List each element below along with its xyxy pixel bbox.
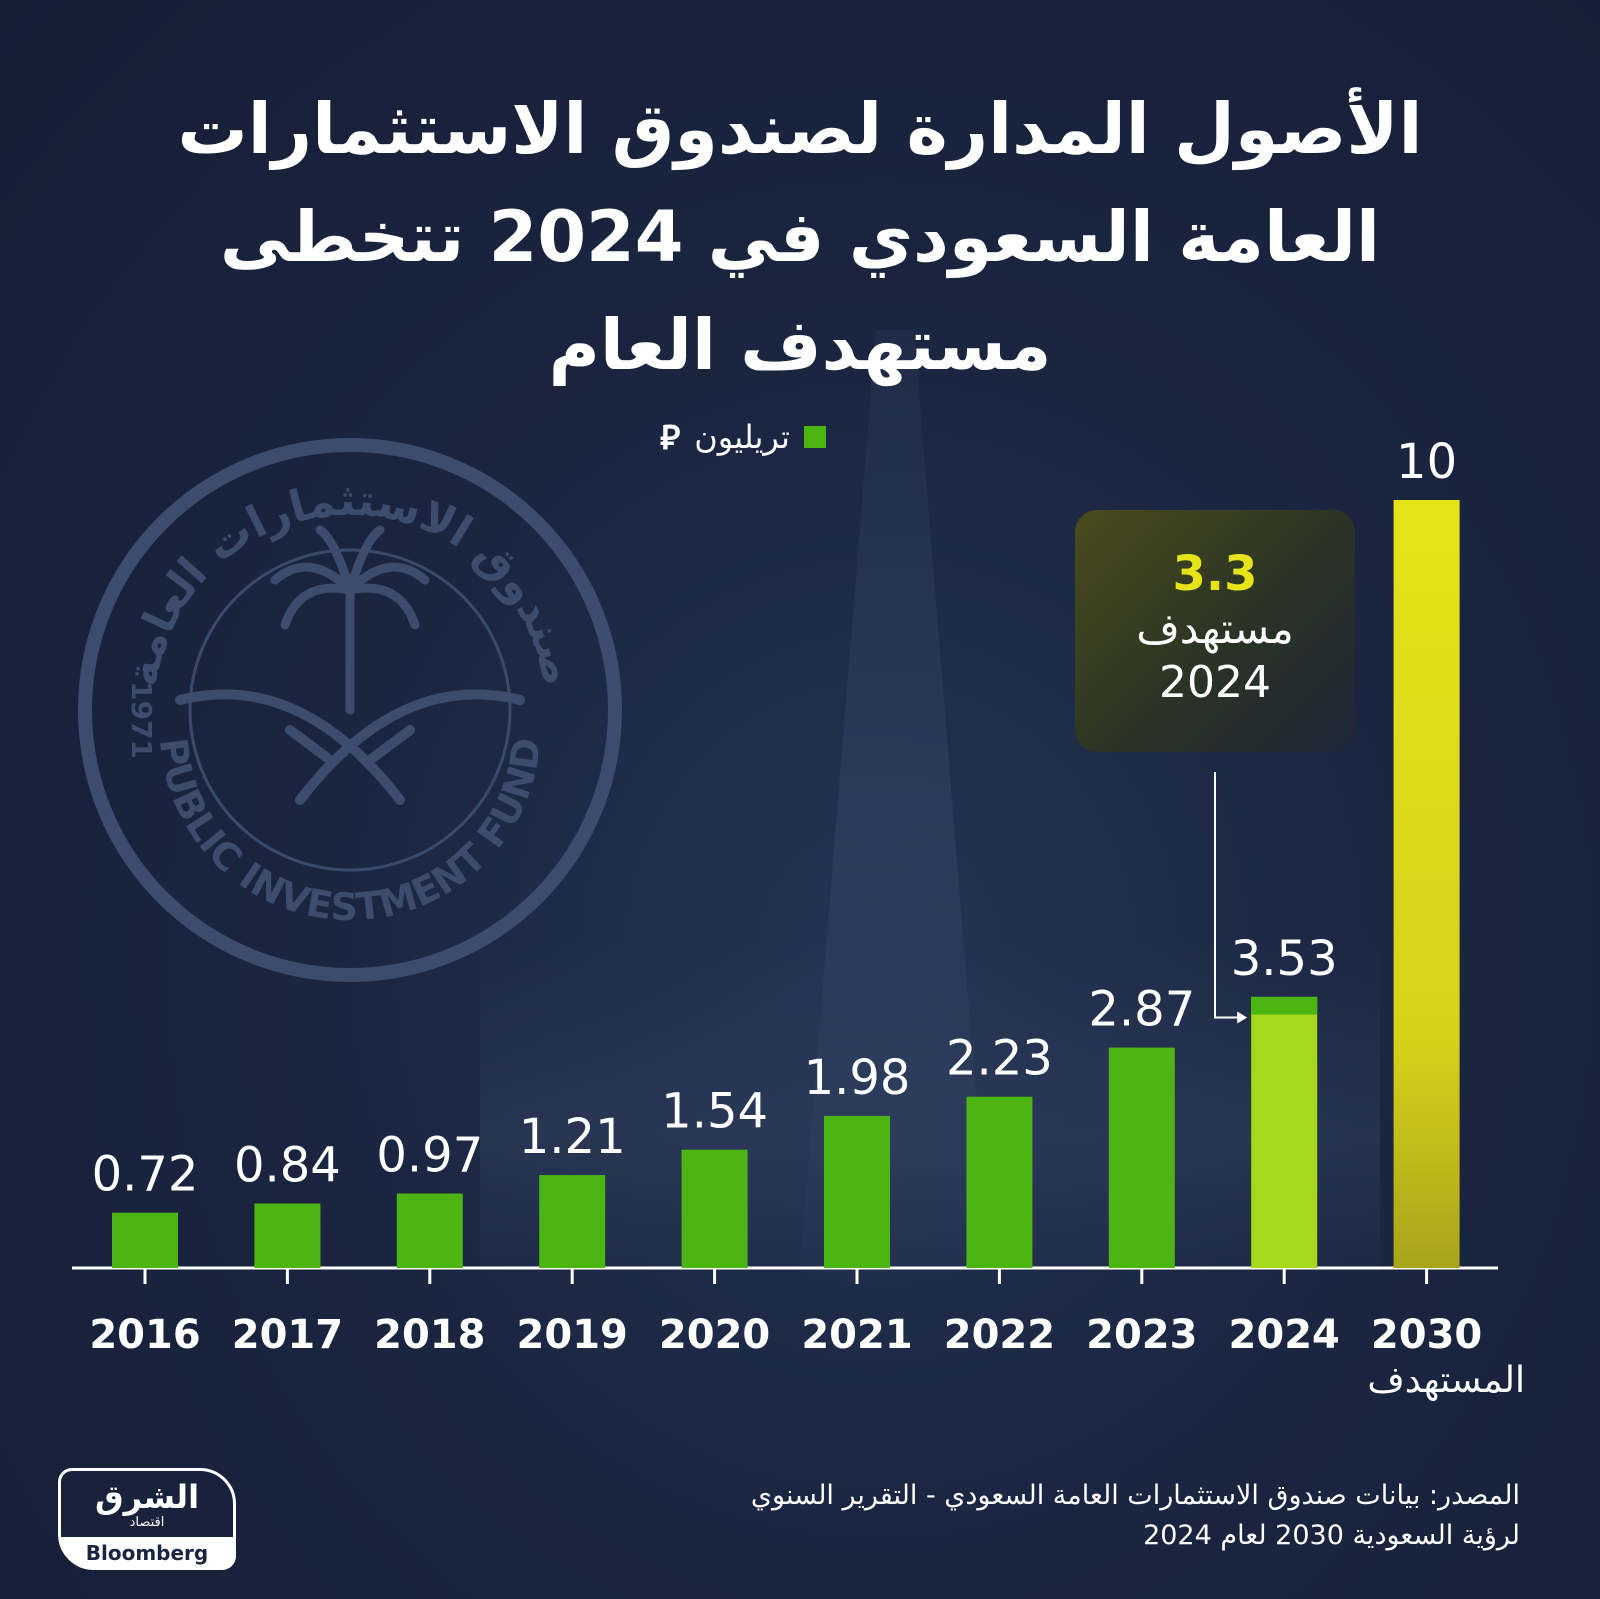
legend: ⃁ تريليون [660, 412, 826, 462]
legend-swatch [803, 426, 826, 448]
asharq-bloomberg-logo: الشرق اقتصاد Bloomberg [58, 1468, 236, 1570]
data-label-2020: 1.54 [661, 1084, 768, 1140]
x-tick-label-2020: 2020 [659, 1312, 770, 1358]
data-label-2018: 0.97 [376, 1128, 483, 1184]
chart-title: الأصول المدارة لصندوق الاستثمارات العامة… [177, 88, 1423, 386]
legend-label: تريليون [694, 418, 790, 456]
crossed-swords-icon [175, 689, 525, 805]
background-buildings [480, 940, 1380, 1270]
callout-label: مستهدف [1136, 604, 1294, 653]
x-tick-label-2016: 2016 [89, 1312, 200, 1358]
x-tick-label-2022: 2022 [944, 1312, 1055, 1358]
arrow-right-icon [1237, 1011, 1248, 1024]
logo-sub: اقتصاد [129, 1515, 165, 1530]
x-tick-label-2019: 2019 [517, 1312, 628, 1358]
callout-year: 2024 [1159, 657, 1271, 708]
x-tick-label-2018: 2018 [374, 1312, 485, 1358]
bar-2030 [1393, 500, 1460, 1268]
bar-2022 [966, 1096, 1033, 1268]
bar-2019 [539, 1175, 606, 1268]
callout-leader-line [1214, 772, 1244, 1019]
data-label-2019: 1.21 [519, 1109, 626, 1165]
x-tick-label-2024: 2024 [1229, 1312, 1340, 1358]
data-label-2023: 2.87 [1088, 982, 1195, 1038]
bar-2018 [396, 1193, 463, 1268]
x-tick-label-2023: 2023 [1086, 1312, 1197, 1358]
callout-value: 3.3 [1172, 546, 1258, 602]
bar-2020 [681, 1149, 748, 1268]
source-note: المصدر: بيانات صندوق الاستثمارات العامة … [560, 1476, 1520, 1556]
source-line-1: المصدر: بيانات صندوق الاستثمارات العامة … [750, 1480, 1520, 1511]
data-label-2017: 0.84 [234, 1137, 341, 1193]
bar-2016 [112, 1212, 178, 1268]
x-tick-label-2017: 2017 [232, 1312, 343, 1358]
source-line-2: لرؤية السعودية 2030 لعام 2024 [1143, 1520, 1520, 1551]
data-label-2030: 10 [1396, 434, 1457, 490]
logo-partner: Bloomberg [61, 1537, 233, 1569]
target-note: المستهدف [1367, 1360, 1525, 1401]
x-tick-label-2021: 2021 [801, 1312, 912, 1358]
seal-year: 1971 [125, 681, 158, 759]
data-label-2024: 3.53 [1231, 931, 1338, 987]
data-label-2016: 0.72 [92, 1147, 199, 1203]
bar-2023 [1108, 1047, 1175, 1268]
pif-seal-watermark: صندوق الاستثمارات العامة PUBLIC INVESTME… [78, 438, 622, 982]
logo-name: الشرق [94, 1478, 200, 1516]
target-2024-callout: 3.3 مستهدف 2024 [1075, 510, 1355, 752]
bar-2021 [824, 1115, 890, 1268]
x-tick-label-2030: 2030 [1371, 1312, 1482, 1358]
bar-2024 [1251, 996, 1318, 1268]
bar-2024-excess [1251, 996, 1318, 1015]
data-label-2021: 1.98 [804, 1050, 911, 1106]
riyal-symbol-icon: ⃁ [660, 418, 681, 458]
bar-2017 [254, 1203, 321, 1268]
data-label-2022: 2.23 [946, 1031, 1053, 1087]
palm-icon [270, 525, 430, 715]
